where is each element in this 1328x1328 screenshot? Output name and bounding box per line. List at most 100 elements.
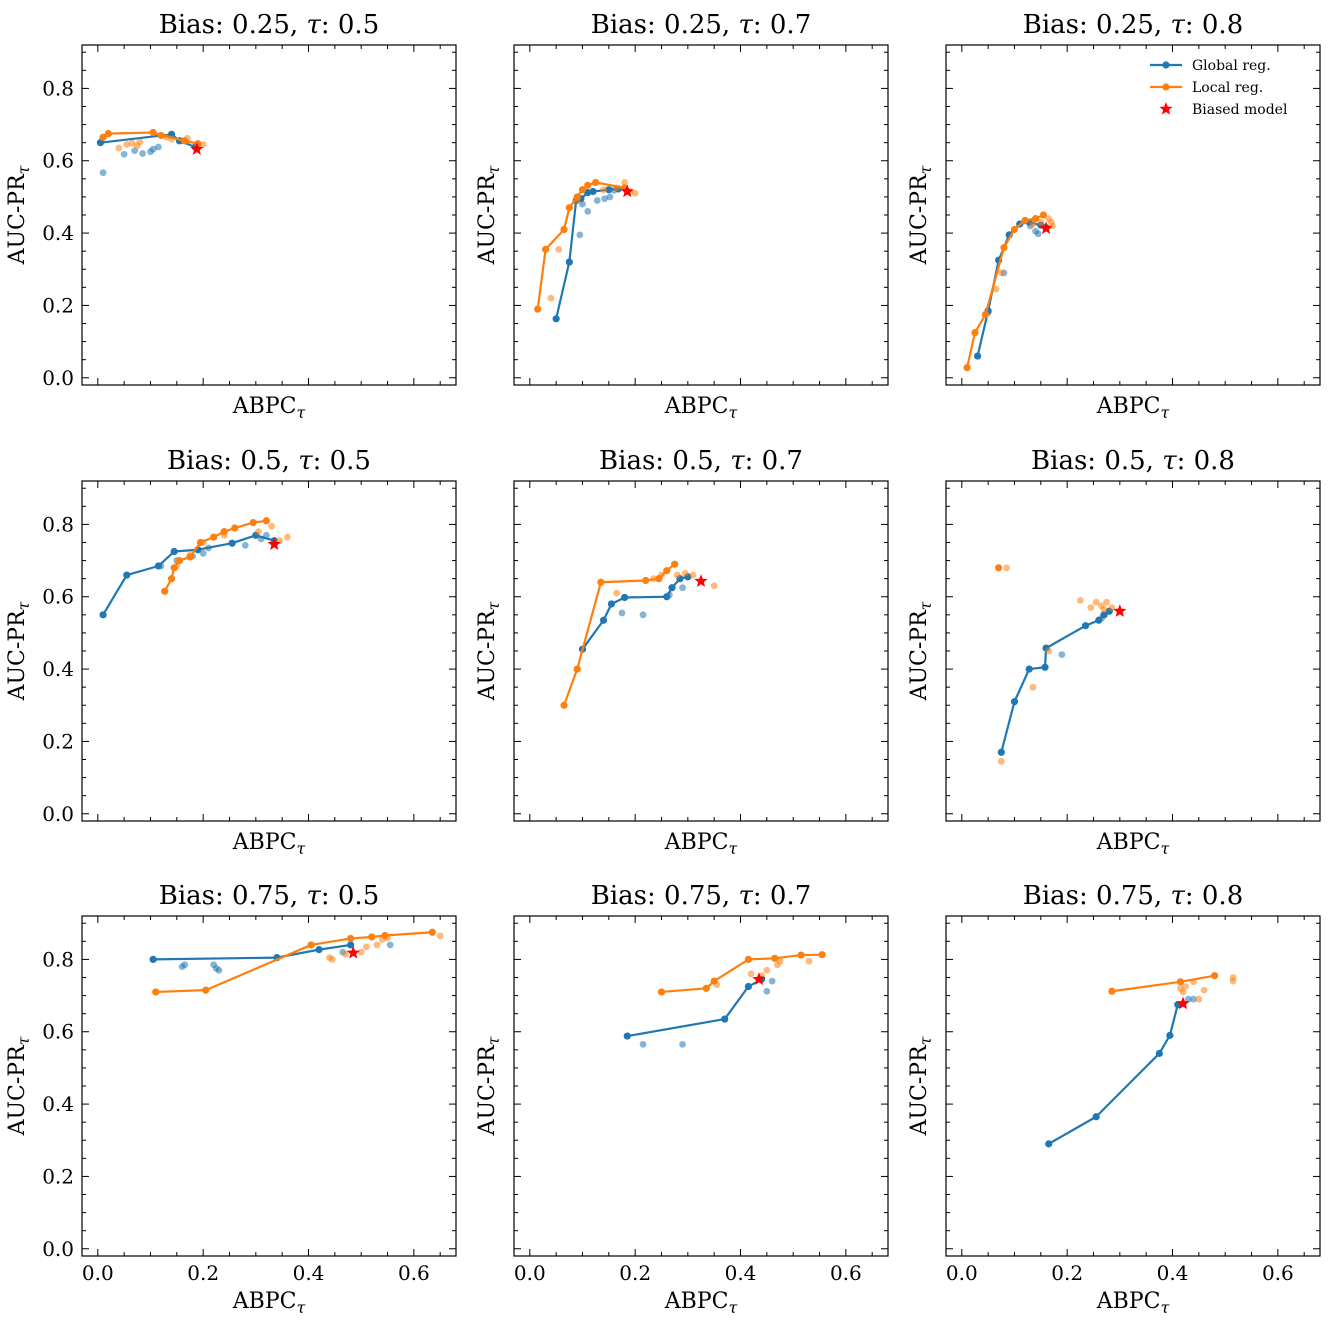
biased-model-star xyxy=(694,574,708,587)
panel-title-tau-value: : 0.8 xyxy=(1177,446,1235,476)
legend-item-2: Local reg. xyxy=(1150,80,1263,96)
y-axis-label: AUC-PRτ xyxy=(5,601,33,701)
local-line-marker xyxy=(797,951,805,959)
biased-model-star xyxy=(346,945,360,959)
panel-title-tau-symbol: τ xyxy=(730,446,745,476)
global-line-marker xyxy=(1010,698,1019,706)
y-axis-label-text: AUC-PR xyxy=(907,1044,932,1136)
panel-title: Bias: 0.5, τ: 0.5 xyxy=(167,446,371,476)
x-axis-label: ABPCτ xyxy=(664,830,738,858)
local-line-marker xyxy=(710,977,718,985)
x-axis-label-subscript: τ xyxy=(728,839,737,858)
y-axis-label: AUC-PRτ xyxy=(475,601,503,701)
x-axis-label-subscript: τ xyxy=(296,403,305,422)
global-scatter-point xyxy=(639,1041,647,1048)
local-line-marker xyxy=(99,133,107,141)
y-tick-label: 0.8 xyxy=(42,947,74,971)
local-line-marker xyxy=(196,538,205,547)
x-ticks xyxy=(97,481,441,821)
global-line-marker xyxy=(997,748,1005,756)
local-scatter-point xyxy=(547,294,555,302)
y-axis-label-subscript: τ xyxy=(484,601,503,610)
local-series xyxy=(657,951,826,996)
x-tick-label: 0.2 xyxy=(1051,1261,1083,1285)
local-scatter-point xyxy=(123,141,131,148)
local-series xyxy=(534,178,639,313)
x-ticks xyxy=(961,916,1305,1256)
y-tick-label: 0.0 xyxy=(42,1237,74,1261)
x-axis-label-text: ABPC xyxy=(232,394,297,419)
global-line xyxy=(627,978,763,1038)
local-line-marker xyxy=(1010,225,1019,234)
local-line-marker xyxy=(1000,243,1008,252)
global-line xyxy=(102,534,275,616)
local-line-marker xyxy=(971,328,979,337)
local-line-marker xyxy=(347,934,355,943)
local-scatter-point xyxy=(763,966,771,974)
global-scatter-point xyxy=(215,966,223,974)
local-scatter-point xyxy=(268,522,276,530)
y-tick-label: 0.4 xyxy=(42,221,74,245)
local-scatter-point xyxy=(1037,218,1045,226)
x-axis-label: ABPCτ xyxy=(664,394,738,422)
local-line xyxy=(563,563,676,706)
panel-title: Bias: 0.25, τ: 0.7 xyxy=(591,10,811,40)
local-line-marker xyxy=(220,528,228,536)
local-scatter-point xyxy=(136,138,144,146)
panel-title-tau-value: : 0.8 xyxy=(1185,881,1243,911)
y-tick-label: 0.8 xyxy=(42,512,74,536)
x-tick-label: 0.2 xyxy=(187,1261,219,1285)
panel-title-tau-value: : 0.8 xyxy=(1185,10,1243,40)
y-axis-label: AUC-PRτ xyxy=(475,1036,503,1136)
local-scatter-point xyxy=(1076,596,1084,604)
local-line-marker xyxy=(262,517,270,525)
local-line-marker xyxy=(1176,978,1185,986)
global-line-marker xyxy=(154,562,162,570)
global-line-marker xyxy=(623,1032,631,1040)
x-axis-label-subscript: τ xyxy=(728,1298,737,1317)
local-line-marker xyxy=(149,128,157,137)
global-series xyxy=(552,185,622,323)
local-line-marker xyxy=(573,193,581,201)
local-line-marker xyxy=(963,364,971,372)
global-line-marker xyxy=(170,547,178,556)
local-line-marker xyxy=(202,986,210,994)
local-series xyxy=(963,211,1056,372)
legend-marker xyxy=(1162,61,1170,69)
local-line-marker xyxy=(307,941,315,949)
y-axis-label-text: AUC-PR xyxy=(907,173,932,265)
local-series xyxy=(995,564,1116,765)
y-axis-label-subscript: τ xyxy=(14,601,33,610)
panel-title: Bias: 0.75, τ: 0.8 xyxy=(1023,881,1243,911)
x-axis-label: ABPCτ xyxy=(232,1289,306,1317)
local-scatter-point xyxy=(992,285,1000,293)
x-tick-label: 0.6 xyxy=(398,1261,430,1285)
global-scatter-point xyxy=(679,1041,686,1048)
axes-frame xyxy=(513,915,889,1257)
global-line-marker xyxy=(123,571,131,579)
global-line-marker xyxy=(552,315,560,323)
local-scatter-point xyxy=(373,941,381,949)
y-axis-label-text: AUC-PR xyxy=(475,609,500,701)
local-scatter-point xyxy=(1108,604,1116,611)
local-line-marker xyxy=(249,518,257,527)
y-ticks xyxy=(514,922,888,1250)
local-scatter-point xyxy=(328,956,336,963)
y-axis-label: AUC-PRτ xyxy=(5,1036,33,1136)
panel-title-tau-symbol: τ xyxy=(1170,881,1185,911)
legend-label: Local reg. xyxy=(1192,80,1263,96)
x-ticks xyxy=(529,481,873,821)
local-line-marker xyxy=(597,578,605,586)
local-scatter-point xyxy=(1003,564,1010,572)
local-line-marker xyxy=(560,225,568,234)
y-ticks xyxy=(514,487,888,815)
global-line-marker xyxy=(1155,1049,1163,1058)
legend-item-1: Global reg. xyxy=(1150,58,1271,74)
global-scatter-point xyxy=(618,609,626,617)
local-line-marker xyxy=(560,701,568,709)
local-scatter-point xyxy=(341,950,349,958)
